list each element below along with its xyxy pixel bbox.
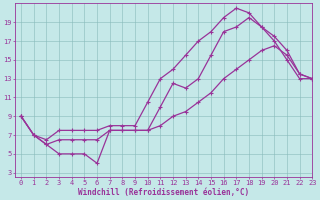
- X-axis label: Windchill (Refroidissement éolien,°C): Windchill (Refroidissement éolien,°C): [78, 188, 249, 197]
